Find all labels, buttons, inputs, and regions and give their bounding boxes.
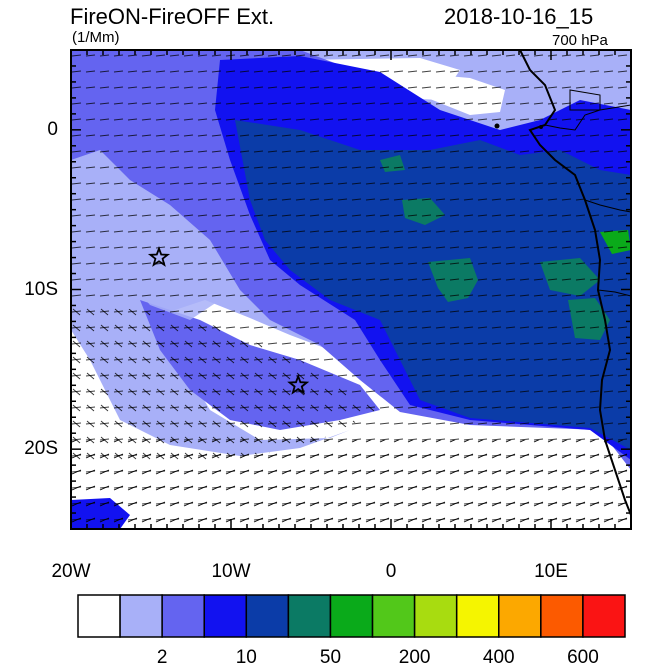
colorbar-box bbox=[582, 594, 626, 638]
colorbar-box bbox=[455, 594, 500, 638]
colorbar-box bbox=[203, 594, 248, 638]
colorbar-label: 400 bbox=[482, 647, 515, 668]
y-tick-label: 0 bbox=[47, 118, 58, 140]
colorbar-label: 50 bbox=[319, 647, 342, 668]
y-tick-label: 10S bbox=[24, 278, 58, 300]
colorbar-box bbox=[245, 594, 290, 638]
x-tick-label: 10E bbox=[534, 561, 568, 582]
colorbar-box bbox=[540, 594, 584, 638]
colorbar-box bbox=[371, 594, 416, 638]
colorbar-box bbox=[77, 594, 121, 638]
y-tick-label: 20S bbox=[24, 438, 58, 460]
colorbar-box bbox=[161, 594, 205, 638]
units-label: (1/Mm) bbox=[72, 29, 120, 46]
colorbar-label: 600 bbox=[567, 647, 599, 668]
colorbar-box bbox=[329, 594, 374, 638]
colorbar-label: 2 bbox=[156, 647, 168, 668]
colorbar-box bbox=[287, 594, 332, 638]
x-tick-label: 20W bbox=[51, 561, 91, 582]
map-field bbox=[71, 50, 631, 529]
colorbar-label: 200 bbox=[398, 647, 431, 668]
star-marker bbox=[147, 246, 171, 267]
colorbar-label: 10 bbox=[235, 647, 257, 668]
colorbar-box bbox=[413, 594, 458, 638]
x-tick-label: 0 bbox=[385, 561, 397, 582]
star-marker bbox=[287, 373, 310, 395]
level-label: 700 hPa bbox=[552, 32, 608, 49]
x-tick-label: 10W bbox=[211, 561, 251, 582]
colorbar-box bbox=[498, 594, 542, 638]
axis-ticks bbox=[70, 49, 632, 530]
colorbar bbox=[77, 594, 626, 638]
colorbar-box bbox=[119, 594, 163, 638]
stars-group bbox=[147, 246, 310, 395]
map-title: FireON-FireOFF Ext. bbox=[70, 4, 275, 29]
coastline bbox=[519, 50, 631, 516]
date-label: 2018-10-16_15 bbox=[444, 4, 594, 29]
